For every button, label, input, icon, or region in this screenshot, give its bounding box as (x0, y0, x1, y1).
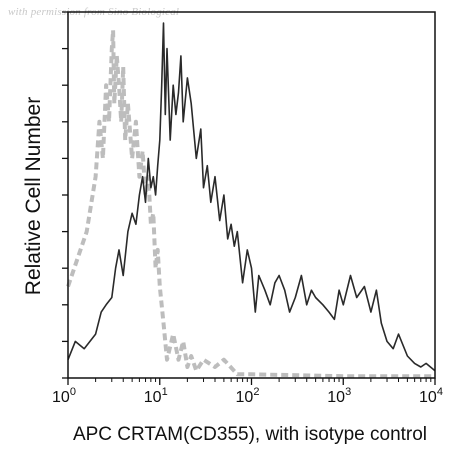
x-tick-label: 100 (52, 386, 76, 406)
x-tick-label: 104 (419, 386, 443, 406)
x-tick-exponent: 2 (253, 386, 259, 398)
y-axis-label: Relative Cell Number (22, 96, 45, 296)
x-tick-exponent: 0 (70, 386, 76, 398)
x-axis-label: APC CRTAM(CD355), with isotype control (72, 424, 428, 445)
plot-frame (67, 11, 436, 379)
x-tick-label: 102 (236, 386, 260, 406)
x-tick-exponent: 4 (437, 386, 443, 398)
crtam-series (67, 22, 436, 372)
x-tick-exponent: 3 (345, 386, 351, 398)
isotype-control-series (66, 28, 435, 379)
x-tick-label: 101 (144, 386, 168, 406)
x-tick-label: 103 (327, 386, 351, 406)
series-layer (66, 22, 436, 379)
x-tick-exponent: 1 (162, 386, 168, 398)
